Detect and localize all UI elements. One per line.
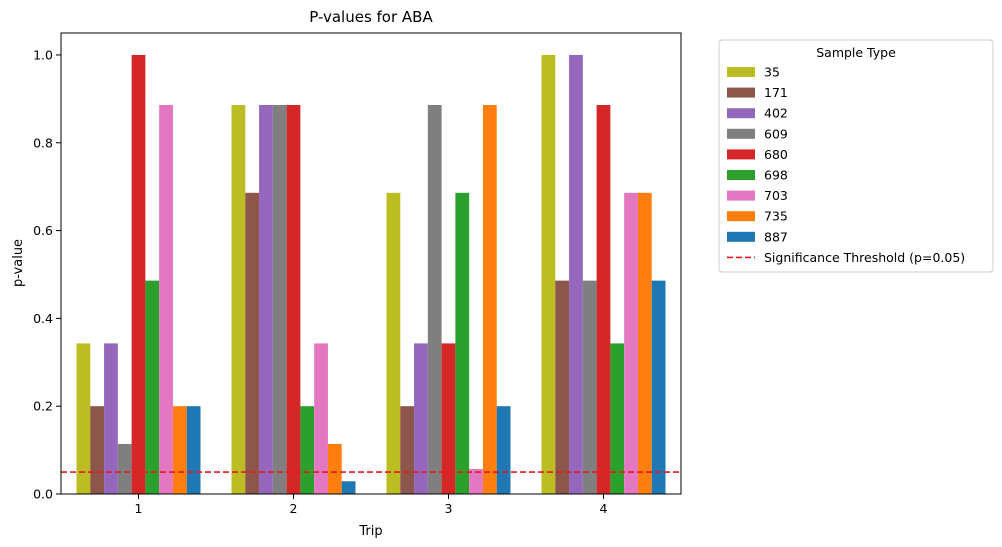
bar-trip-1-sample-887: [186, 406, 201, 494]
x-tick-label-1: 1: [135, 501, 143, 516]
legend-label-680: 680: [764, 147, 788, 162]
bar-trip-3-sample-402: [414, 343, 428, 494]
legend-label-735: 735: [764, 209, 788, 224]
legend-label-887: 887: [764, 229, 788, 244]
bar-trip-2-sample-703: [314, 343, 328, 494]
x-tick-label-4: 4: [600, 501, 608, 516]
bar-trip-1-sample-402: [104, 343, 118, 494]
x-axis-title: Trip: [358, 524, 382, 539]
legend-label-698: 698: [764, 168, 788, 183]
legend-items: 35 171 402 609 680 698 703 735 887 Significance T…: [727, 65, 965, 265]
bar-trip-3-sample-703: [469, 468, 483, 494]
bar-trip-4-sample-703: [624, 192, 638, 494]
bar-trip-3-sample-735: [482, 105, 497, 494]
legend-label-171: 171: [764, 85, 788, 100]
bar-trip-1-sample-609: [117, 443, 132, 494]
bar-trip-4-sample-402: [569, 54, 583, 494]
legend-swatch-35: [727, 67, 755, 77]
legend-swatch-703: [727, 190, 755, 201]
y-tick-label: 1.0: [33, 47, 53, 62]
axes-layer: 0.0 0.2 0.4 0.6 0.8 1.0 1 2 3 4: [33, 32, 682, 516]
legend-label-703: 703: [764, 188, 788, 203]
legend-label-35: 35: [764, 65, 780, 80]
bar-trip-1-sample-171: [90, 406, 105, 494]
legend-swatch-171: [727, 87, 755, 98]
bar-trip-2-sample-680: [286, 105, 301, 494]
y-tick-label: 0.4: [33, 311, 53, 326]
x-tick-label-3: 3: [445, 501, 453, 516]
bar-trip-2-sample-887: [341, 481, 356, 494]
bar-trip-2-sample-171: [245, 192, 260, 494]
bar-trip-1-sample-735: [172, 406, 187, 494]
bar-trip-4-sample-735: [637, 192, 652, 494]
legend-swatch-887: [727, 231, 755, 242]
y-axis-title: p-value: [11, 239, 26, 287]
bar-trip-4-sample-171: [555, 280, 570, 494]
bar-trip-3-sample-887: [496, 406, 511, 494]
bar-trip-2-sample-698: [300, 406, 315, 494]
bar-trip-2-sample-35: [231, 105, 246, 494]
bar-trip-3-sample-609: [427, 105, 442, 494]
bar-trip-4-sample-698: [610, 343, 625, 494]
y-tick-label: 0.8: [33, 135, 53, 150]
bar-trip-4-sample-887: [651, 280, 666, 494]
legend-frame: [718, 39, 994, 273]
x-tick-label-2: 2: [290, 501, 298, 516]
legend-title: Sample Type: [816, 45, 896, 60]
chart-title: P-values for ABA: [309, 8, 433, 26]
legend-swatch-735: [727, 211, 755, 222]
bar-trip-4-sample-609: [582, 280, 597, 494]
bar-trip-1-sample-698: [145, 280, 160, 494]
bars-layer: [76, 54, 666, 494]
legend: Sample Type 35 171 402 609 680 698 703 735 887 Si…: [718, 39, 994, 273]
bar-trip-1-sample-703: [159, 105, 173, 494]
bar-trip-2-sample-735: [327, 443, 342, 494]
bar-trip-3-sample-35: [386, 192, 401, 494]
bar-trip-4-sample-35: [541, 54, 556, 494]
bar-trip-2-sample-402: [259, 105, 273, 494]
y-tick-label: 0.0: [33, 487, 53, 502]
legend-swatch-609: [727, 128, 755, 139]
legend-swatch-402: [727, 108, 755, 119]
bar-trip-1-sample-680: [131, 54, 146, 494]
bar-trip-3-sample-698: [455, 192, 470, 494]
legend-label-609: 609: [764, 126, 788, 141]
bar-trip-3-sample-171: [400, 406, 415, 494]
legend-swatch-698: [727, 170, 755, 180]
legend-swatch-680: [727, 149, 755, 160]
bar-trip-1-sample-35: [76, 343, 91, 494]
y-tick-label: 0.2: [33, 399, 53, 414]
legend-label-threshold: Significance Threshold (p=0.05): [764, 250, 965, 265]
legend-label-402: 402: [764, 106, 788, 121]
plot-frame: [60, 32, 682, 495]
bar-trip-3-sample-680: [441, 343, 456, 494]
bar-trip-2-sample-609: [272, 105, 287, 494]
bar-trip-4-sample-680: [596, 105, 611, 494]
y-tick-label: 0.6: [33, 223, 53, 238]
